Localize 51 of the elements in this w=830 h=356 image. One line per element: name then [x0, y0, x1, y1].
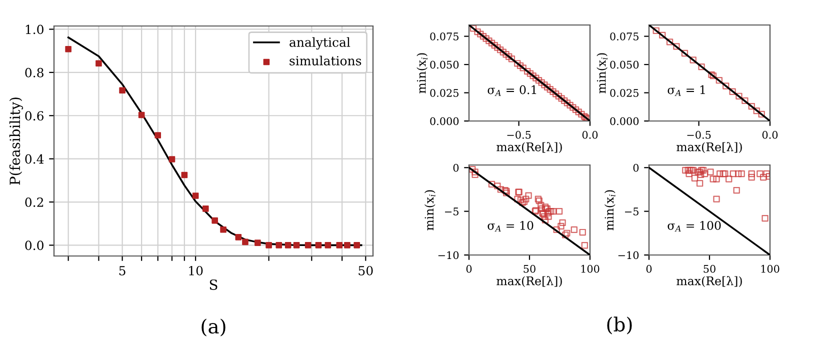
annotation: σ$_{A}$ = 100: [668, 220, 721, 232]
x-tick-label: 100: [581, 264, 600, 273]
x-tick-label: 0.0: [582, 130, 598, 139]
y-tick-label: 0.050: [430, 60, 459, 69]
y-tick-label: 0.6: [25, 111, 44, 121]
y-tick-label: 0.2: [25, 197, 44, 207]
x-tick-label: −0.5: [687, 130, 711, 139]
x-axis-title: max(Re[λ]): [496, 276, 562, 287]
y-tick-label: −10: [618, 251, 639, 260]
y-tick-label: 0.050: [610, 60, 639, 69]
x-tick-label: 5: [119, 266, 126, 276]
x-tick-label: 10: [189, 266, 203, 276]
y-tick-label: 0.075: [430, 32, 458, 40]
x-tick-label: 50: [358, 266, 373, 276]
y-tick-label: 0.025: [430, 88, 458, 97]
y-tick-label: −10: [438, 251, 459, 260]
text: (a): [202, 318, 226, 336]
y-tick-label: 0.025: [610, 88, 638, 97]
x-axis-title: max(Re[λ]): [496, 142, 562, 153]
y-tick-label: −5: [625, 208, 638, 216]
x-tick-label: 0: [466, 264, 472, 273]
x-tick-label: 0: [646, 264, 652, 273]
legend-label: simulations: [290, 56, 362, 66]
y-tick-label: −5: [445, 208, 458, 216]
x-tick-label: 50: [704, 264, 716, 273]
x-tick-label: 0.0: [762, 130, 778, 139]
y-tick-label: 1.0: [26, 24, 44, 34]
y-axis-title: min(x$_{i}$): [416, 53, 428, 94]
x-tick-label: 50: [524, 264, 536, 273]
y-axis-title: min(x$_{i}$): [604, 190, 616, 230]
legend-label: analytical: [290, 37, 350, 50]
y-tick-label: 0.075: [610, 32, 638, 40]
text: (b): [607, 316, 632, 334]
annotation: σ$_{A}$ = 10: [488, 220, 534, 232]
y-tick-label: 0: [453, 164, 459, 172]
y-axis-title: P(feasibility): [9, 98, 24, 185]
x-axis-title: max(Re[λ]): [676, 276, 742, 287]
y-tick-label: 0.000: [610, 117, 639, 126]
annotation: σ$_{A}$ = 0.1: [488, 85, 536, 96]
x-tick-label: 100: [761, 264, 780, 273]
y-tick-label: 0.000: [430, 117, 459, 126]
y-axis-title: min(x$_{i}$): [596, 53, 608, 94]
x-axis-title: S: [210, 279, 218, 290]
y-tick-label: 0: [633, 164, 639, 172]
x-tick-label: −0.5: [507, 130, 531, 139]
y-tick-label: 0.8: [25, 68, 44, 78]
x-axis-title: max(Re[λ]): [676, 142, 742, 153]
y-tick-label: 0.0: [25, 240, 44, 250]
y-tick-label: 0.4: [25, 154, 44, 164]
annotation: σ$_{A}$ = 1: [668, 85, 705, 96]
y-axis-title: min(x$_{i}$): [424, 190, 436, 230]
